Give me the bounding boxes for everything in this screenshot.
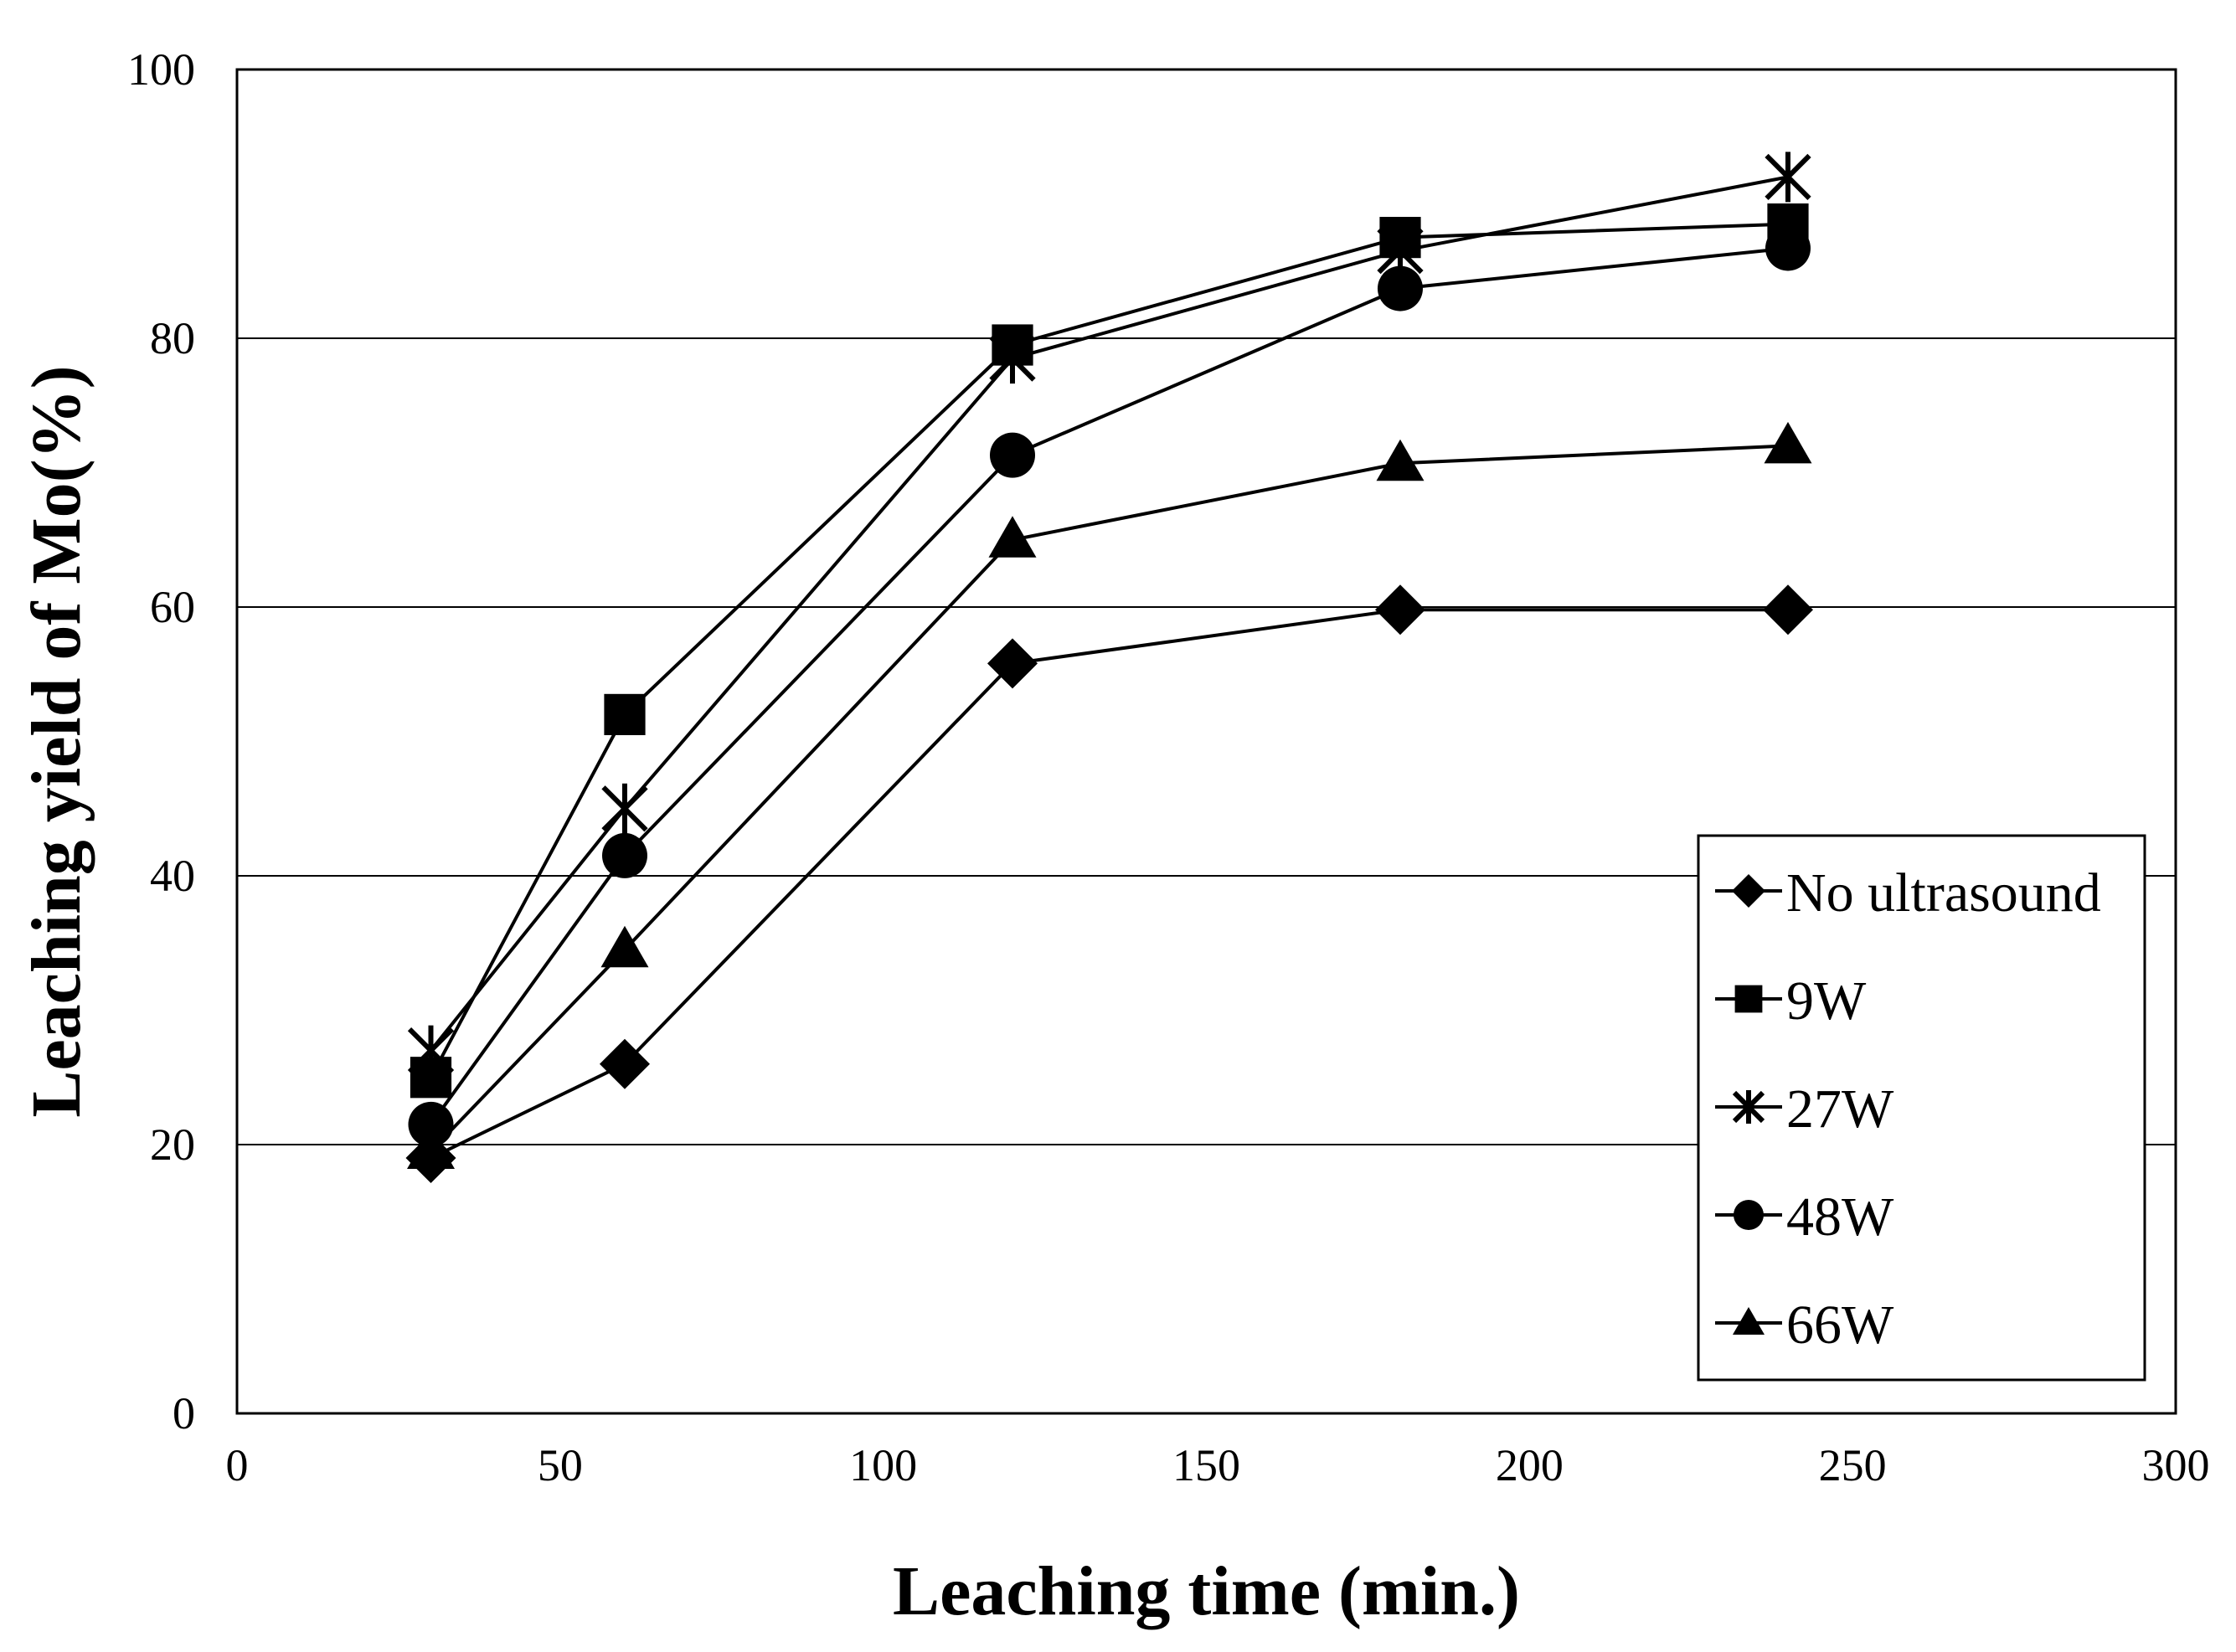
y-tick-label: 40: [150, 851, 195, 901]
series-line: [429, 246, 1789, 1126]
x-tick-label: 300: [2142, 1440, 2210, 1490]
legend-item: 27W: [1715, 1078, 1894, 1140]
legend-item: 66W: [1715, 1294, 1894, 1356]
legend-marker: [1734, 985, 1763, 1013]
plot-area: [235, 68, 2177, 1415]
legend: No ultrasound 9W 27W 48W 66W: [1697, 834, 2146, 1382]
x-tick-label: 150: [1172, 1440, 1240, 1490]
series-3: [408, 225, 1811, 1147]
y-axis-title: Leaching yield of Mo(%): [18, 365, 95, 1117]
x-tick-label: 50: [538, 1440, 583, 1490]
legend-marker: [1733, 1307, 1765, 1335]
legend-item: No ultrasound: [1715, 862, 2101, 924]
series-0: [405, 584, 1813, 1184]
y-tick-label: 0: [173, 1388, 195, 1438]
legend-marker: [1732, 1090, 1765, 1124]
x-tick-label: 250: [1819, 1440, 1887, 1490]
y-tick-label: 80: [150, 313, 195, 363]
data-point: [1763, 584, 1813, 636]
legend-label: 48W: [1786, 1186, 1894, 1248]
x-tick-label: 100: [849, 1440, 917, 1490]
y-axis-ticks: 0 20 40 60 80 100: [127, 44, 195, 1438]
data-point: [990, 432, 1035, 478]
data-point: [1765, 225, 1811, 271]
data-point: [1375, 584, 1425, 636]
series-4: [407, 421, 1812, 1170]
y-tick-label: 20: [150, 1119, 195, 1170]
legend-label: 9W: [1786, 970, 1867, 1032]
series-2: [407, 152, 1811, 1076]
y-tick-label: 60: [150, 582, 195, 632]
x-tick-label: 0: [226, 1440, 249, 1490]
data-point: [408, 1101, 454, 1147]
data-point: [989, 333, 1036, 384]
y-tick-label: 100: [127, 44, 195, 95]
data-point: [407, 1127, 455, 1170]
data-point: [988, 516, 1037, 558]
series-group: [405, 152, 1813, 1184]
data-point: [600, 1038, 650, 1089]
legend-label: No ultrasound: [1786, 862, 2101, 924]
data-point: [1378, 265, 1423, 311]
data-point: [600, 925, 649, 968]
data-point: [601, 783, 648, 834]
data-point: [1764, 421, 1812, 464]
data-point: [1376, 439, 1425, 481]
data-point: [602, 832, 647, 878]
x-axis-title: Leaching time (min.): [893, 1552, 1520, 1630]
legend-label: 27W: [1786, 1078, 1894, 1140]
x-axis-ticks: 0 50 100 150 200 250 300: [226, 1440, 2210, 1490]
series-line: [429, 175, 1789, 1052]
data-point: [987, 638, 1038, 689]
legend-item: 48W: [1715, 1186, 1894, 1248]
data-point: [1765, 152, 1811, 203]
x-tick-label: 200: [1496, 1440, 1564, 1490]
data-point: [604, 693, 646, 735]
legend-marker: [1734, 1200, 1764, 1230]
legend-item: 9W: [1715, 970, 1867, 1032]
legend-marker: [1732, 874, 1765, 908]
legend-label: 66W: [1786, 1294, 1894, 1356]
data-point: [407, 1025, 455, 1076]
